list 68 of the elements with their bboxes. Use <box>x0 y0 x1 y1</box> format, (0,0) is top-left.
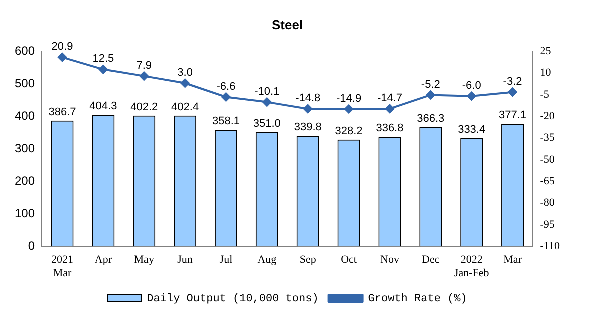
data-label: 12.5 <box>92 53 114 66</box>
data-label: 386.7 <box>48 106 76 118</box>
x-tick-label: Mar <box>504 254 522 266</box>
point <box>222 92 231 102</box>
y-tick-label: 200 <box>14 174 36 188</box>
data-label: 339.8 <box>294 122 322 134</box>
y2-tick-label: 25 <box>540 45 552 58</box>
x-tick-label: 2021 Mar <box>51 254 74 280</box>
data-label: 333.4 <box>458 124 486 136</box>
y-tick-label: 600 <box>14 44 36 58</box>
data-label: -6.0 <box>462 80 482 92</box>
legend-label: Daily Output (10,000 tons) <box>147 293 319 306</box>
data-label: 404.3 <box>90 100 118 113</box>
data-label: -14.8 <box>296 92 321 105</box>
point <box>508 88 518 97</box>
y-tick-label: 400 <box>14 108 36 123</box>
data-label: -10.1 <box>254 86 280 98</box>
point <box>262 98 272 107</box>
x-tick-label: Oct <box>341 254 357 266</box>
x-tick-label: 2022 Jan-Feb <box>454 254 490 280</box>
y2-tick-label: -65 <box>540 175 556 188</box>
point <box>426 90 436 100</box>
point <box>385 104 394 114</box>
data-label: 366.3 <box>417 113 445 126</box>
y-tick-label: 100 <box>14 206 36 220</box>
point <box>304 104 313 114</box>
point <box>140 72 149 81</box>
x-tick-label: Nov <box>380 254 400 266</box>
data-label: 20.9 <box>52 41 74 54</box>
data-label: -3.2 <box>503 76 522 88</box>
x-tick-label: Aug <box>258 254 278 266</box>
x-tick-label: Jun <box>178 254 194 266</box>
data-label: 7.9 <box>136 60 152 72</box>
x-tick-label: May <box>134 254 155 266</box>
y2-tick-label: -110 <box>540 240 560 252</box>
data-label: -5.2 <box>421 78 440 91</box>
point <box>58 53 67 62</box>
legend-label: Growth Rate (%) <box>368 293 468 306</box>
data-label: 402.4 <box>172 101 200 114</box>
data-label: 3.0 <box>178 66 193 79</box>
y-tick-label: 500 <box>14 76 36 90</box>
x-tick-label: Sep <box>300 254 317 266</box>
y-tick-label: 0 <box>28 238 36 253</box>
point <box>98 65 108 74</box>
data-label: 328.2 <box>335 125 363 138</box>
data-label: 351.0 <box>253 118 281 130</box>
data-label: 402.2 <box>130 101 158 114</box>
point <box>344 104 354 114</box>
point <box>180 78 190 88</box>
point <box>467 92 476 101</box>
chart-title: Steel <box>272 17 304 32</box>
x-tick-label: Jul <box>220 254 233 266</box>
y2-tick-label: -5 <box>540 88 550 101</box>
y2-tick-label: -80 <box>540 197 556 210</box>
y2-tick-label: -50 <box>540 154 556 166</box>
y2-tick-label: 10 <box>540 67 552 80</box>
data-label: -14.7 <box>377 92 403 104</box>
y2-tick-label: -20 <box>540 110 556 122</box>
data-label: 358.1 <box>212 116 240 128</box>
y2-tick-label: -95 <box>540 218 556 231</box>
data-label: -14.9 <box>336 92 362 105</box>
x-tick-label: Dec <box>422 254 440 266</box>
y-tick-label: 300 <box>14 141 36 156</box>
data-label: 336.8 <box>376 122 404 135</box>
data-label: 377.1 <box>499 110 527 122</box>
data-label: -6.6 <box>216 80 236 93</box>
x-tick-label: Apr <box>94 254 112 266</box>
y2-tick-label: -35 <box>540 132 556 144</box>
